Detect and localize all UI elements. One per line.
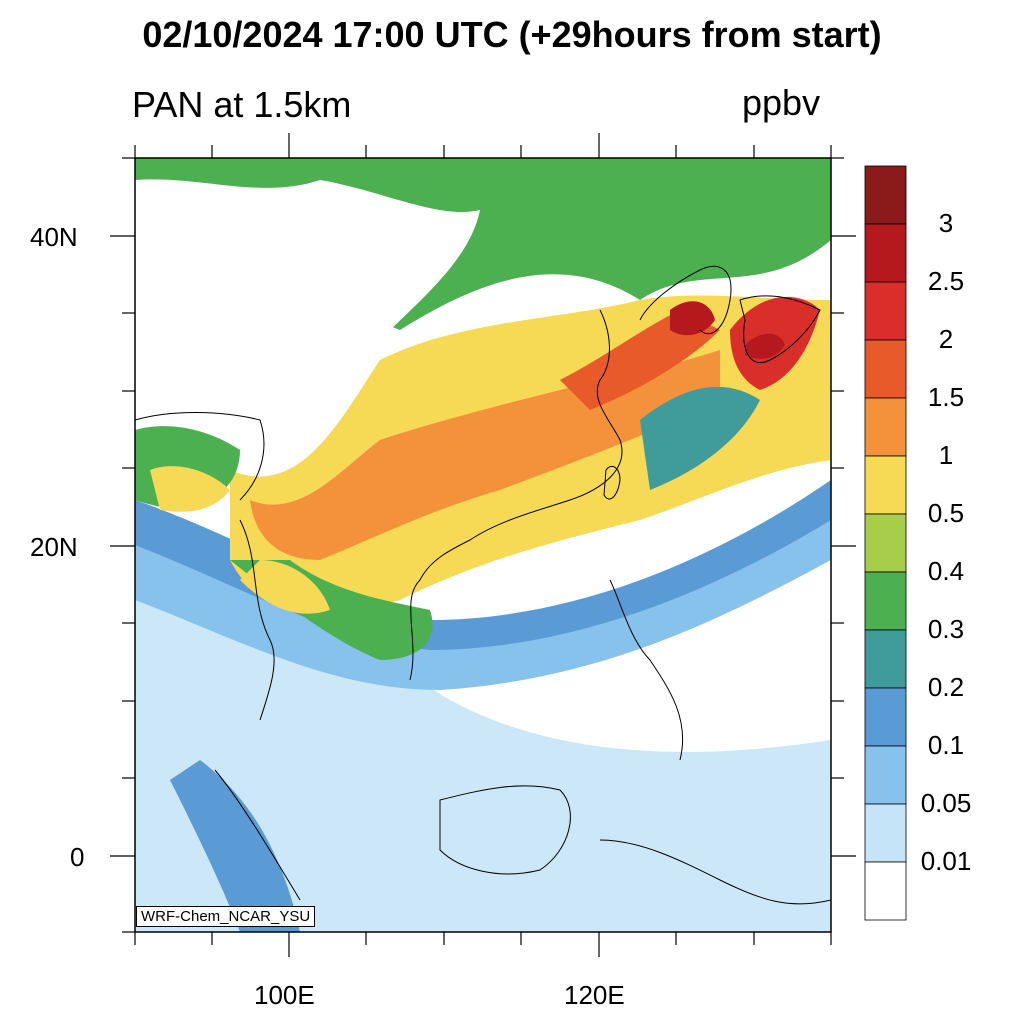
lat-label-40n: 40N [30, 222, 78, 252]
lon-label-120e: 120E [564, 980, 625, 1010]
colorbar-label: 2.5 [927, 266, 965, 296]
colorbar-swatch [864, 455, 907, 515]
colorbar-label: 3 [938, 208, 954, 238]
lon-ticks [134, 133, 832, 957]
lat-label-20n: 20N [30, 532, 78, 562]
colorbar-swatch [864, 571, 907, 631]
colorbar-label: 0.01 [920, 846, 972, 876]
map-title: 02/10/2024 17:00 UTC (+29hours from star… [142, 14, 882, 55]
colorbar-swatch [864, 281, 907, 341]
colorbar-label: 0.3 [927, 614, 965, 644]
units-label: ppbv [742, 82, 821, 123]
colorbar-swatch [864, 629, 907, 689]
coastline-overlay [135, 265, 831, 905]
lat-ticks [110, 157, 856, 933]
model-label: WRF-Chem_NCAR_YSU [136, 906, 316, 927]
colorbar-swatch [864, 223, 907, 283]
colorbar [864, 165, 907, 921]
colorbar-label: 0.4 [927, 556, 965, 586]
variable-title: PAN at 1.5km [132, 84, 352, 125]
lon-label-100e: 100E [254, 980, 315, 1010]
colorbar-swatch [864, 803, 907, 863]
colorbar-label: 0.05 [920, 788, 972, 818]
colorbar-label: 0.5 [927, 498, 965, 528]
colorbar-label: 2 [938, 324, 954, 354]
colorbar-swatch [864, 513, 907, 573]
concentration-field [135, 158, 831, 932]
colorbar-swatch [864, 165, 907, 225]
colorbar-label: 0.1 [927, 730, 965, 760]
colorbar-label: 1 [938, 440, 954, 470]
colorbar-swatch [864, 339, 907, 399]
colorbar-swatch [864, 861, 907, 921]
colorbar-label: 0.2 [927, 672, 965, 702]
colorbar-swatch [864, 397, 907, 457]
map-frame [134, 157, 832, 933]
colorbar-label: 1.5 [927, 382, 965, 412]
colorbar-swatch [864, 687, 907, 747]
colorbar-swatch [864, 745, 907, 805]
lat-label-0: 0 [70, 842, 85, 872]
